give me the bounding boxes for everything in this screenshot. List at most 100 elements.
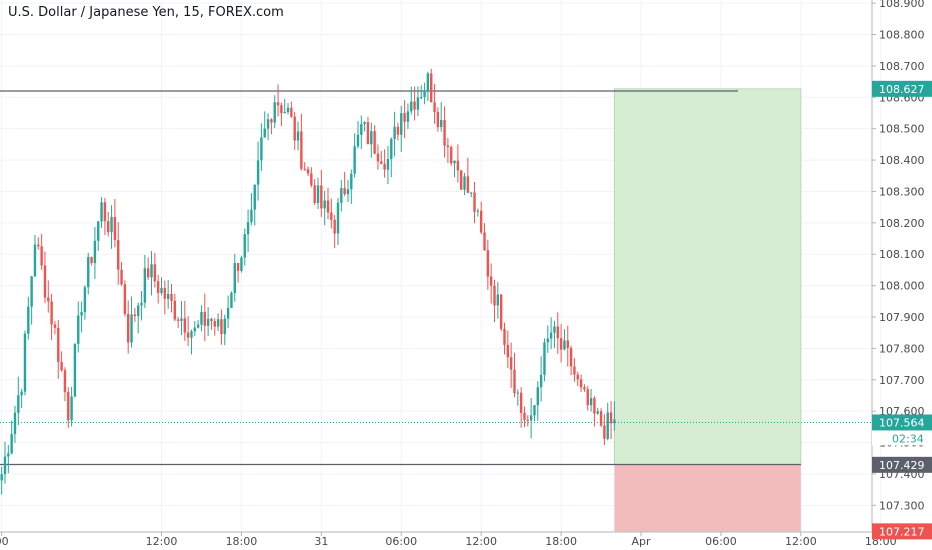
stop-price-label[interactable]: 107.217: [872, 523, 932, 540]
candle-body[interactable]: [513, 369, 516, 394]
candle-body[interactable]: [133, 314, 137, 316]
candle-body[interactable]: [529, 415, 533, 421]
candle-body[interactable]: [393, 126, 396, 139]
candle-body[interactable]: [346, 189, 350, 195]
candle-body[interactable]: [163, 287, 167, 299]
time-axis[interactable]: 00 12:00 18:00 31 06:00 12:00 18:00 Apr 06:00 12:…: [0, 532, 897, 548]
candle-body[interactable]: [320, 185, 323, 209]
candle-body[interactable]: [260, 137, 263, 161]
candle-body[interactable]: [103, 202, 107, 222]
candle-body[interactable]: [440, 119, 443, 128]
candle-body[interactable]: [396, 126, 400, 135]
candle-body[interactable]: [603, 425, 606, 439]
candle-body[interactable]: [296, 131, 300, 141]
candle-body[interactable]: [420, 97, 423, 99]
candle-body[interactable]: [469, 192, 473, 194]
candle-body[interactable]: [376, 153, 380, 162]
candle-body[interactable]: [483, 232, 486, 251]
candle-body[interactable]: [293, 116, 296, 141]
candle-body[interactable]: [356, 134, 360, 147]
candle-body[interactable]: [10, 434, 13, 454]
candle-body[interactable]: [17, 395, 20, 413]
candle-body[interactable]: [336, 202, 340, 234]
candle-body[interactable]: [90, 257, 93, 264]
candle-body[interactable]: [503, 328, 506, 345]
candle-body[interactable]: [300, 131, 303, 169]
candle-body[interactable]: [23, 333, 27, 392]
candle-body[interactable]: [606, 412, 609, 439]
candle-body[interactable]: [430, 73, 433, 103]
candle-body[interactable]: [153, 264, 157, 282]
candle-body[interactable]: [323, 200, 326, 209]
candle-body[interactable]: [70, 396, 73, 421]
candle-body[interactable]: [186, 332, 190, 338]
candle-body[interactable]: [353, 146, 356, 174]
candle-body[interactable]: [536, 387, 539, 406]
candle-body[interactable]: [156, 281, 160, 294]
candle-body[interactable]: [246, 222, 250, 235]
candle-body[interactable]: [333, 219, 336, 234]
candle-body[interactable]: [573, 366, 576, 375]
candle-body[interactable]: [443, 119, 446, 146]
candle-body[interactable]: [499, 294, 503, 329]
candle-body[interactable]: [549, 332, 553, 339]
candle-body[interactable]: [77, 315, 80, 344]
target-zone[interactable]: [613, 88, 802, 466]
candle-body[interactable]: [30, 276, 33, 307]
candle-body[interactable]: [539, 374, 543, 388]
candle-body[interactable]: [196, 324, 200, 328]
candle-body[interactable]: [306, 169, 310, 174]
candle-body[interactable]: [266, 119, 270, 129]
candle-body[interactable]: [97, 221, 100, 241]
candle-body[interactable]: [456, 160, 460, 171]
candle-body[interactable]: [506, 344, 510, 358]
candle-body[interactable]: [523, 412, 526, 420]
candle-body[interactable]: [206, 318, 210, 326]
candle-body[interactable]: [160, 287, 163, 294]
candle-body[interactable]: [283, 112, 286, 114]
candle-body[interactable]: [50, 301, 53, 325]
candle-body[interactable]: [113, 216, 117, 241]
candle-body[interactable]: [127, 313, 130, 343]
candle-body[interactable]: [123, 284, 127, 314]
candle-body[interactable]: [370, 131, 373, 145]
candle-body[interactable]: [286, 107, 290, 113]
candle-body[interactable]: [460, 170, 463, 190]
candle-body[interactable]: [340, 188, 343, 203]
candle-body[interactable]: [599, 411, 603, 426]
candle-body[interactable]: [426, 73, 430, 92]
candle-body[interactable]: [489, 276, 493, 286]
candle-body[interactable]: [403, 113, 406, 122]
candle-body[interactable]: [146, 268, 150, 278]
candle-body[interactable]: [73, 343, 77, 397]
candle-body[interactable]: [3, 456, 7, 475]
candle-body[interactable]: [107, 221, 110, 233]
candle-body[interactable]: [316, 185, 320, 204]
candle-body[interactable]: [593, 398, 596, 414]
candle-body[interactable]: [423, 91, 426, 98]
candle-body[interactable]: [0, 474, 3, 481]
candle-body[interactable]: [479, 210, 483, 233]
candle-body[interactable]: [240, 257, 243, 271]
candle-body[interactable]: [250, 209, 253, 223]
candle-body[interactable]: [63, 370, 67, 392]
candle-body[interactable]: [140, 302, 143, 306]
candle-body[interactable]: [87, 257, 90, 288]
candle-body[interactable]: [400, 113, 403, 135]
candle-body[interactable]: [60, 361, 63, 371]
candle-body[interactable]: [436, 112, 440, 128]
candle-body[interactable]: [143, 268, 147, 303]
candle-body[interactable]: [360, 124, 363, 135]
candle-body[interactable]: [569, 347, 573, 367]
candle-body[interactable]: [586, 389, 589, 406]
candle-body[interactable]: [613, 419, 616, 424]
candle-body[interactable]: [216, 319, 220, 327]
candle-body[interactable]: [176, 319, 180, 321]
candle-body[interactable]: [67, 391, 70, 421]
candle-body[interactable]: [380, 161, 383, 165]
candle-body[interactable]: [203, 311, 206, 326]
candle-body[interactable]: [253, 184, 256, 210]
candle-body[interactable]: [343, 188, 346, 195]
candle-body[interactable]: [220, 319, 223, 335]
candle-body[interactable]: [373, 131, 376, 154]
